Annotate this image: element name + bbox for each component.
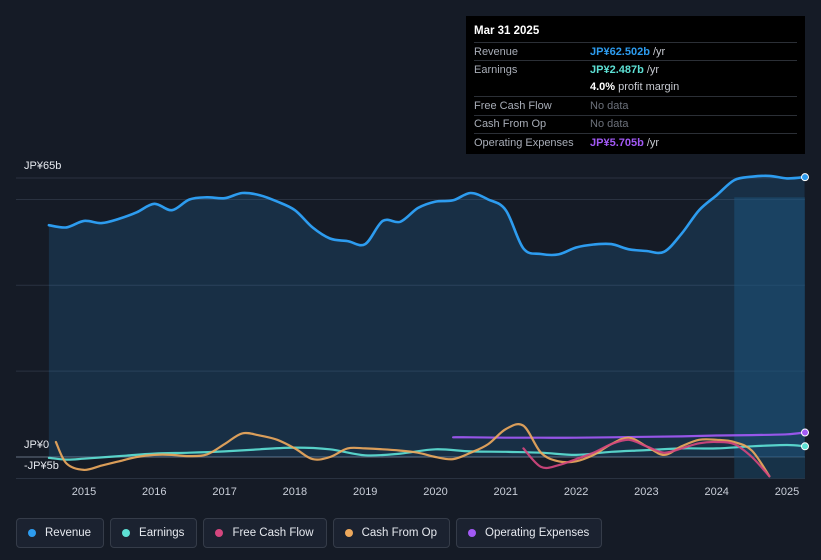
x-tick-label: 2015 xyxy=(72,486,96,498)
series-endpoint-revenue xyxy=(801,173,809,182)
tooltip-label: Operating Expenses xyxy=(474,136,574,149)
chart-legend: Revenue Earnings Free Cash Flow Cash Fro… xyxy=(16,518,603,548)
x-tick-label: 2023 xyxy=(634,486,658,498)
legend-item-revenue[interactable]: Revenue xyxy=(16,518,105,548)
x-tick-label: 2025 xyxy=(775,486,799,498)
tooltip-row-cfo: Cash From Op No data xyxy=(474,114,797,133)
series-endpoint-earnings xyxy=(801,442,809,451)
tooltip-value-opex: JP¥5.705b xyxy=(590,136,644,149)
tooltip-label: Revenue xyxy=(474,45,519,58)
y-tick-label-zero: JP¥0 xyxy=(24,439,50,451)
tooltip-label: Free Cash Flow xyxy=(474,99,552,112)
tooltip-row-earnings: Earnings JP¥2.487b /yr xyxy=(474,60,797,78)
legend-dot-icon xyxy=(468,529,477,537)
tooltip-value-earnings: JP¥2.487b xyxy=(590,64,644,77)
series-line-revenue xyxy=(47,174,806,257)
tooltip-value-revenue: JP¥62.502b xyxy=(590,45,650,58)
tooltip-label: Earnings xyxy=(474,64,518,77)
tooltip-value-fcf: No data xyxy=(590,99,629,112)
legend-item-free-cash-flow[interactable]: Free Cash Flow xyxy=(203,518,327,548)
series-endpoint-operating-expenses xyxy=(801,428,809,437)
legend-label: Earnings xyxy=(139,527,185,539)
legend-label: Revenue xyxy=(45,527,92,539)
series-line-free-cash-flow xyxy=(522,438,771,478)
legend-dot-icon xyxy=(122,529,131,537)
tooltip-row-fcf: Free Cash Flow No data xyxy=(474,96,797,114)
tooltip-row-revenue: Revenue JP¥62.502b /yr xyxy=(474,42,797,60)
series-area-revenue xyxy=(48,175,805,457)
tooltip-unit: /yr xyxy=(652,45,666,58)
tooltip-date: Mar 31 2025 xyxy=(474,25,540,37)
x-tick-label: 2022 xyxy=(564,486,588,498)
legend-item-earnings[interactable]: Earnings xyxy=(110,518,198,548)
x-tick-label: 2017 xyxy=(212,486,236,498)
tooltip-label: Cash From Op xyxy=(474,118,547,131)
forecast-shading xyxy=(734,197,805,479)
gridlines xyxy=(16,177,805,479)
legend-item-operating-expenses[interactable]: Operating Expenses xyxy=(456,518,603,548)
tooltip-unit: profit margin xyxy=(618,81,680,94)
legend-dot-icon xyxy=(28,529,36,537)
x-tick-label: 2024 xyxy=(704,486,728,498)
tooltip-unit: /yr xyxy=(646,136,660,149)
x-axis-ticks: 2015 2016 2017 2018 2019 2020 2021 2022 2023 2024… xyxy=(72,486,799,498)
x-tick-label: 2019 xyxy=(353,486,377,498)
x-tick-label: 2021 xyxy=(494,486,518,498)
data-tooltip: Mar 31 2025 Revenue JP¥62.502b /yr Earni… xyxy=(466,16,805,154)
x-tick-label: 2018 xyxy=(283,486,307,498)
tooltip-row-opex: Operating Expenses JP¥5.705b /yr xyxy=(474,132,797,151)
legend-label: Free Cash Flow xyxy=(232,527,314,539)
tooltip-unit: /yr xyxy=(646,64,660,77)
y-tick-label-negative: -JP¥5b xyxy=(24,460,59,472)
x-tick-label: 2016 xyxy=(142,486,166,498)
x-tick-label: 2020 xyxy=(423,486,447,498)
legend-dot-icon xyxy=(215,529,224,537)
tooltip-row-margin: 4.0% profit margin xyxy=(474,79,797,96)
legend-dot-icon xyxy=(344,529,353,537)
legend-label: Cash From Op xyxy=(361,527,438,539)
tooltip-value-cfo: No data xyxy=(590,118,629,131)
legend-label: Operating Expenses xyxy=(485,527,590,539)
series-layer xyxy=(47,173,809,478)
y-tick-label-top: JP¥65b xyxy=(24,160,62,172)
legend-item-cash-from-op[interactable]: Cash From Op xyxy=(332,518,451,548)
tooltip-value-margin: 4.0% xyxy=(590,81,616,94)
